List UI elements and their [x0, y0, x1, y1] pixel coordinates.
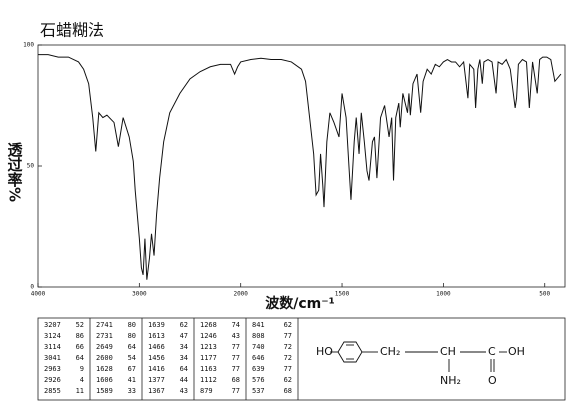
x-tick-label: 2000	[233, 291, 248, 298]
peak-wavenumber: 537	[252, 387, 265, 395]
peak-wavenumber: 1377	[148, 376, 165, 384]
peak-transmittance: 66	[76, 343, 84, 351]
x-tick-label: 1000	[436, 291, 451, 298]
peak-transmittance: 64	[76, 354, 84, 362]
structure-label: HO	[316, 345, 333, 358]
y-tick-label: 50	[27, 163, 35, 170]
x-tick-label: 4000	[31, 291, 46, 298]
peak-transmittance: 77	[232, 343, 240, 351]
peak-wavenumber: 646	[252, 354, 265, 362]
peak-wavenumber: 879	[200, 387, 213, 395]
peak-wavenumber: 1367	[148, 387, 165, 395]
peak-wavenumber: 1639	[148, 321, 165, 329]
plot-frame	[37, 44, 566, 288]
peak-transmittance: 72	[284, 354, 292, 362]
peak-wavenumber: 3207	[44, 321, 61, 329]
peak-transmittance: 52	[76, 321, 84, 329]
peak-wavenumber: 1416	[148, 365, 165, 373]
y-tick-label: 0	[30, 284, 34, 291]
peak-transmittance: 9	[80, 365, 84, 373]
structure-label: O	[488, 374, 497, 387]
peak-transmittance: 62	[180, 321, 188, 329]
peak-wavenumber: 639	[252, 365, 265, 373]
peak-wavenumber: 2741	[96, 321, 113, 329]
peak-wavenumber: 1213	[200, 343, 217, 351]
peak-wavenumber: 3124	[44, 332, 61, 340]
table-frame	[37, 317, 566, 401]
peak-wavenumber: 3041	[44, 354, 61, 362]
structure-label: OH	[508, 345, 525, 358]
peak-transmittance: 62	[284, 376, 292, 384]
peak-transmittance: 11	[76, 387, 84, 395]
peak-transmittance: 47	[180, 332, 188, 340]
peak-transmittance: 64	[128, 343, 136, 351]
peak-wavenumber: 2731	[96, 332, 113, 340]
peak-wavenumber: 2926	[44, 376, 61, 384]
peak-transmittance: 34	[180, 354, 188, 362]
peak-wavenumber: 3114	[44, 343, 61, 351]
peak-transmittance: 62	[284, 321, 292, 329]
peak-wavenumber: 808	[252, 332, 265, 340]
peak-transmittance: 77	[284, 365, 292, 373]
peak-transmittance: 4	[80, 376, 84, 384]
peak-wavenumber: 1456	[148, 354, 165, 362]
peak-transmittance: 86	[76, 332, 84, 340]
peak-transmittance: 77	[232, 354, 240, 362]
peak-wavenumber: 1246	[200, 332, 217, 340]
peak-transmittance: 72	[284, 343, 292, 351]
y-axis-label: 透过率%	[6, 142, 24, 202]
structure-bonds	[330, 341, 507, 372]
peak-wavenumber: 1177	[200, 354, 217, 362]
peak-wavenumber: 1268	[200, 321, 217, 329]
peak-wavenumber: 1163	[200, 365, 217, 373]
peak-wavenumber: 1589	[96, 387, 113, 395]
structure-label: NH₂	[440, 374, 461, 387]
peak-wavenumber: 1628	[96, 365, 113, 373]
peak-transmittance: 44	[180, 376, 188, 384]
peak-transmittance: 77	[232, 387, 240, 395]
peak-transmittance: 33	[128, 387, 136, 395]
chart-title: 石蜡糊法	[40, 21, 104, 40]
peak-wavenumber: 1466	[148, 343, 165, 351]
table-dividers	[89, 318, 299, 400]
peak-wavenumber: 1112	[200, 376, 217, 384]
peak-transmittance: 77	[284, 332, 292, 340]
peak-transmittance: 34	[180, 343, 188, 351]
peak-transmittance: 80	[128, 321, 136, 329]
structure-label: CH	[440, 345, 456, 358]
peak-wavenumber: 576	[252, 376, 265, 384]
peak-transmittance: 68	[232, 376, 240, 384]
peak-transmittance: 54	[128, 354, 136, 362]
peak-transmittance: 43	[180, 387, 188, 395]
peak-wavenumber: 2963	[44, 365, 61, 373]
y-tick-label: 100	[23, 42, 34, 49]
x-tick-label: 3000	[132, 291, 147, 298]
x-tick-label: 1500	[335, 291, 350, 298]
peak-wavenumber: 2600	[96, 354, 113, 362]
peak-transmittance: 77	[232, 365, 240, 373]
peak-transmittance: 80	[128, 332, 136, 340]
peak-wavenumber: 2649	[96, 343, 113, 351]
spectrum-line	[38, 54, 562, 280]
x-tick-label: 500	[539, 291, 550, 298]
peak-transmittance: 68	[284, 387, 292, 395]
structure-label: C	[488, 345, 496, 358]
peak-wavenumber: 2855	[44, 387, 61, 395]
peak-transmittance: 64	[180, 365, 188, 373]
peak-transmittance: 41	[128, 376, 136, 384]
peak-wavenumber: 1606	[96, 376, 113, 384]
peak-wavenumber: 841	[252, 321, 265, 329]
peak-transmittance: 43	[232, 332, 240, 340]
peak-transmittance: 74	[232, 321, 240, 329]
x-axis-label: 波数/cm⁻¹	[265, 295, 335, 312]
peak-transmittance: 67	[128, 365, 136, 373]
peak-wavenumber: 1613	[148, 332, 165, 340]
structure-label: CH₂	[380, 345, 400, 358]
peak-wavenumber: 740	[252, 343, 265, 351]
